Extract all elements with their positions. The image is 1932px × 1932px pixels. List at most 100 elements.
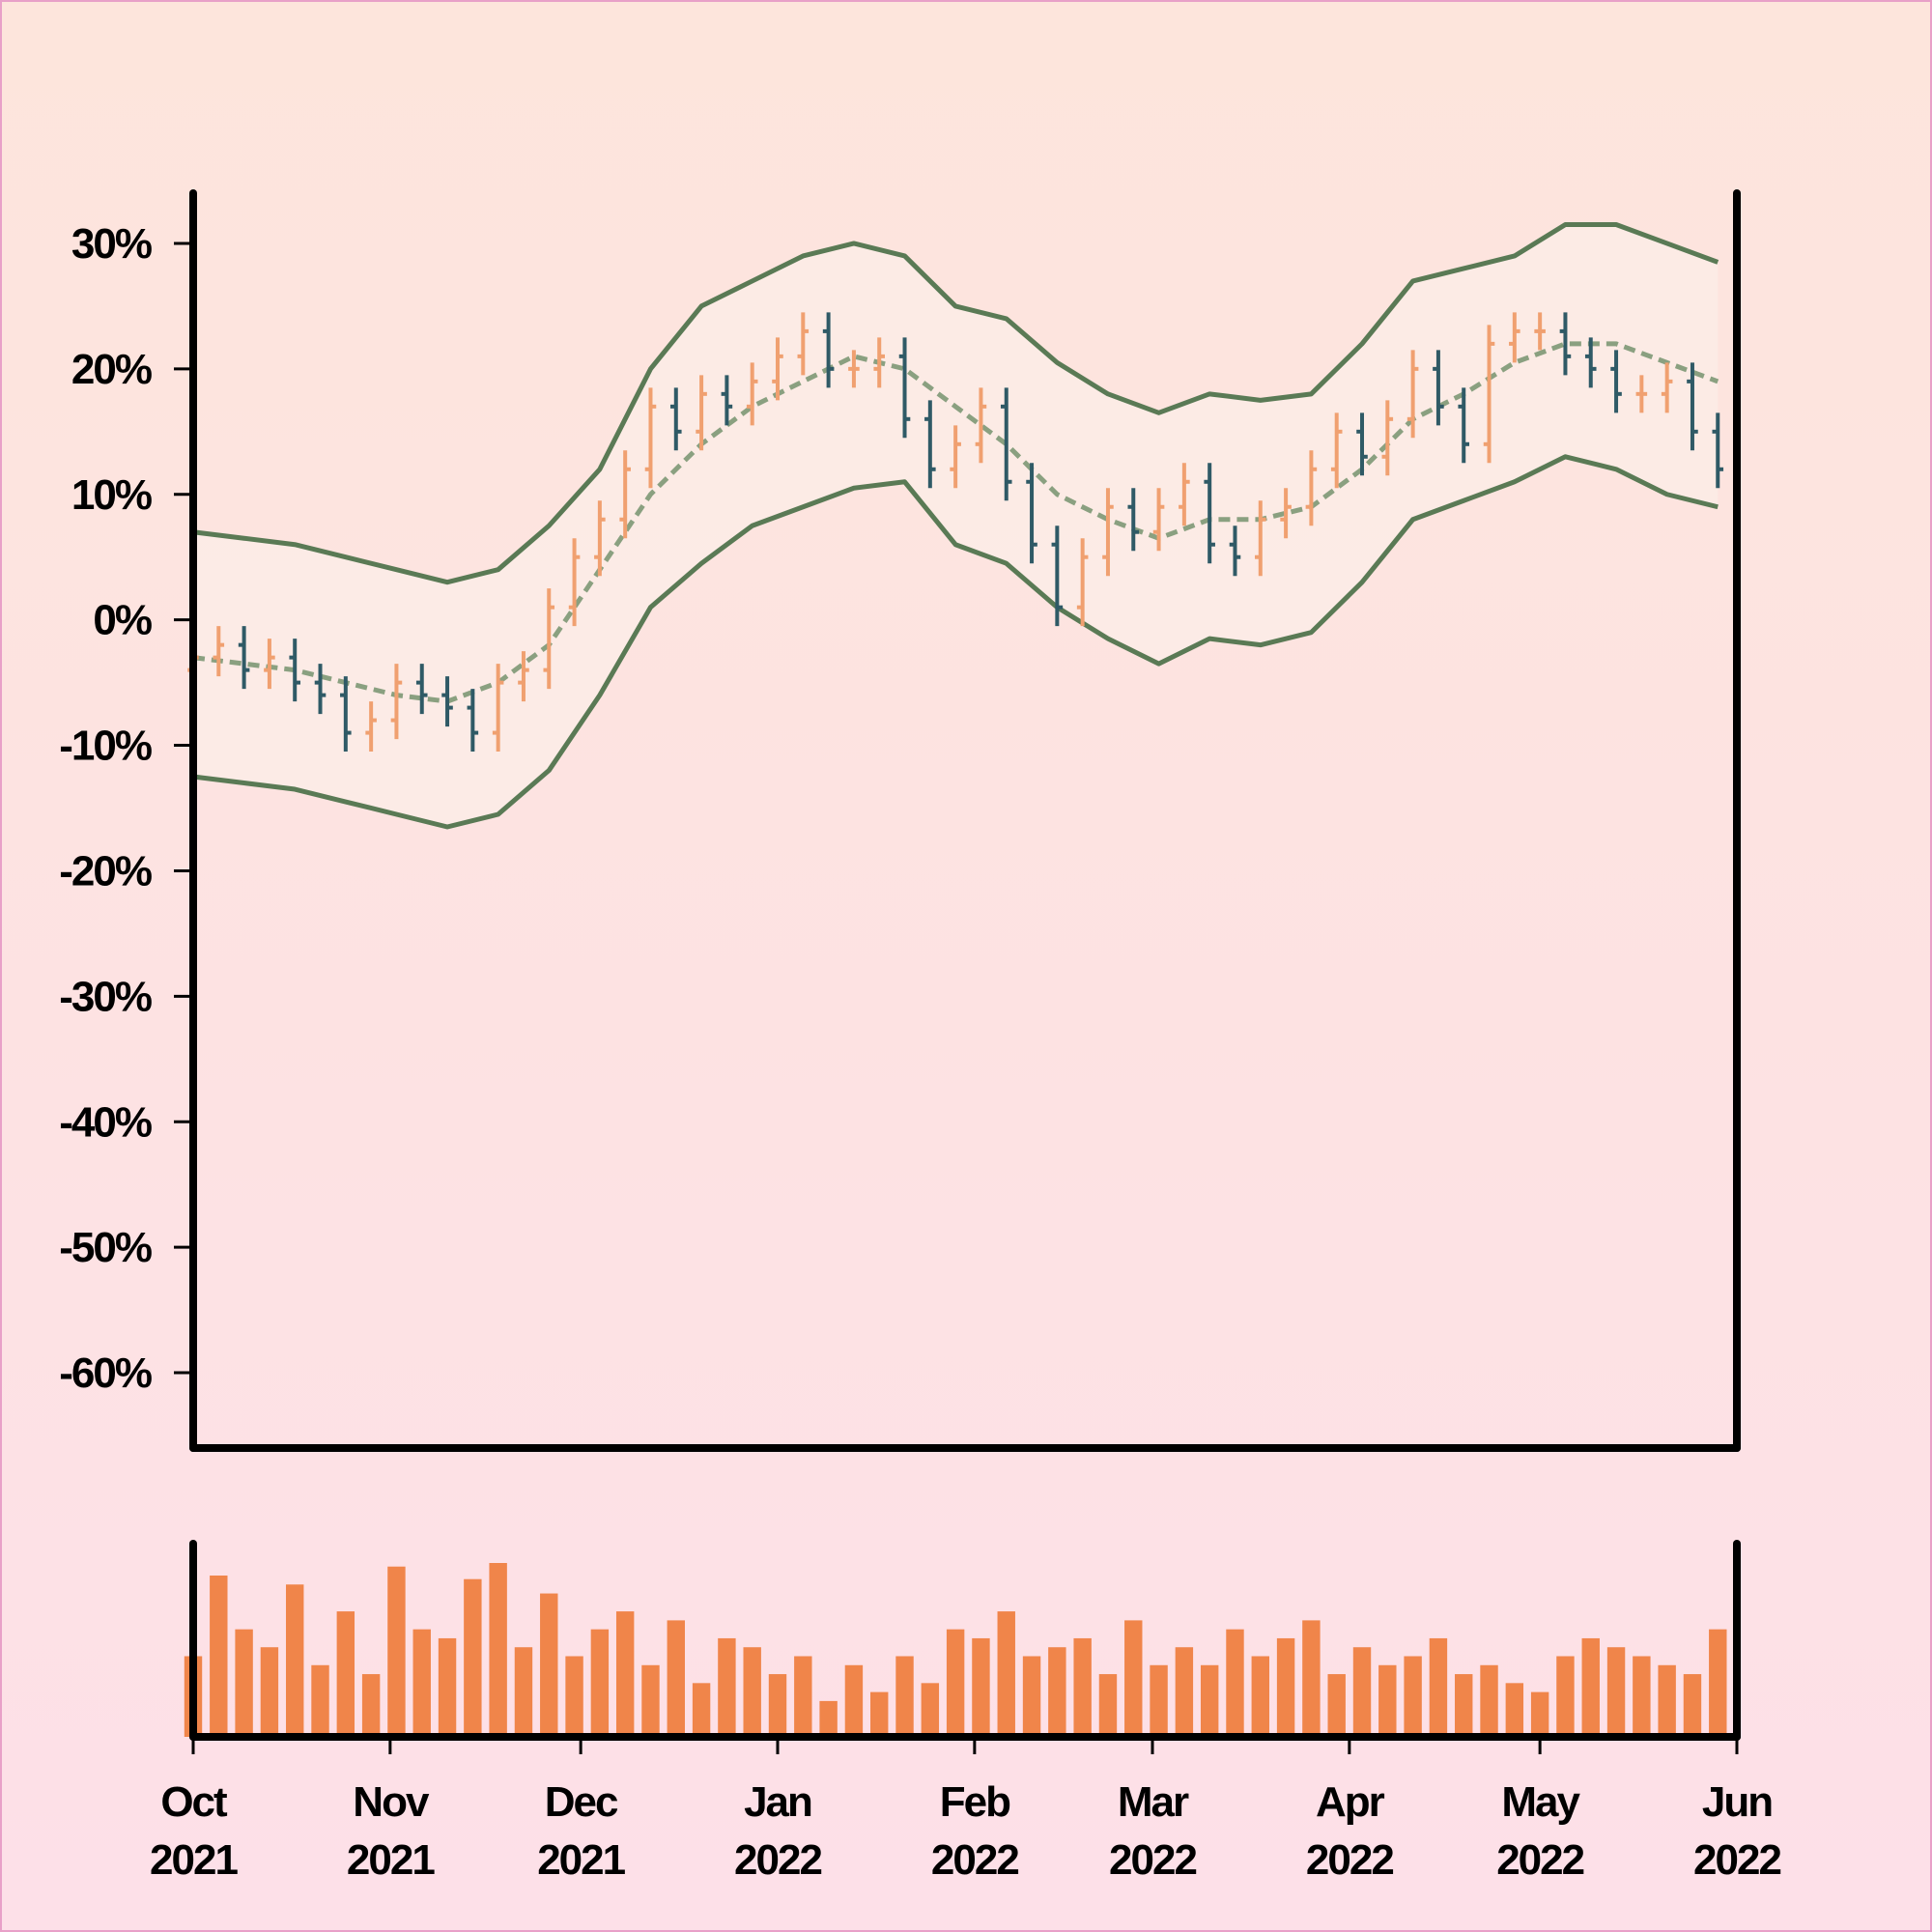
- volume-bar: [311, 1664, 329, 1737]
- volume-bar: [1352, 1647, 1372, 1737]
- x-tick-label-line: 2021: [150, 1836, 238, 1884]
- volume-bar: [667, 1620, 685, 1737]
- volume-bar: [1429, 1637, 1448, 1737]
- x-tick-label: Oct 2021: [150, 1778, 238, 1884]
- volume-bar: [1098, 1674, 1118, 1737]
- volume-bar: [210, 1575, 228, 1737]
- x-tick-label: Jun 2022: [1693, 1778, 1780, 1884]
- volume-bar: [692, 1683, 711, 1737]
- volume-bar: [1709, 1629, 1727, 1737]
- volume-bar: [895, 1656, 914, 1737]
- x-tick-label: Mar 2022: [1109, 1778, 1196, 1884]
- x-tick-label-line: 2022: [734, 1836, 821, 1884]
- volume-bar: [260, 1647, 279, 1737]
- volume-bar: [743, 1647, 761, 1737]
- volume-bar: [641, 1664, 660, 1737]
- volume-bar: [997, 1611, 1015, 1737]
- x-tick-label: Apr 2022: [1306, 1778, 1393, 1884]
- volume-bar: [870, 1691, 889, 1737]
- x-tick-label-line: 2022: [1109, 1836, 1196, 1884]
- y-tick-label: 20%: [71, 346, 152, 393]
- volume-bar: [1251, 1656, 1269, 1737]
- y-tick-label: 30%: [71, 220, 152, 268]
- x-tick-label-line: Nov: [353, 1778, 430, 1826]
- x-tick-label-line: Oct: [160, 1778, 228, 1826]
- x-tick-label-line: 2022: [1693, 1836, 1780, 1884]
- volume-bar: [514, 1647, 533, 1737]
- band-lower: [192, 454, 1719, 830]
- y-tick-label: -20%: [59, 847, 152, 895]
- volume-bar: [844, 1664, 864, 1737]
- volume-bar: [1404, 1656, 1422, 1737]
- y-tick-label: -40%: [59, 1098, 152, 1146]
- volume-bar: [1556, 1656, 1575, 1737]
- volume-bar: [1073, 1637, 1092, 1737]
- price-panel: [187, 221, 1724, 830]
- x-tick-label-line: 2022: [1496, 1836, 1583, 1884]
- volume-bar: [1302, 1620, 1321, 1737]
- volume-bar: [1175, 1647, 1194, 1737]
- axes: 30% 20% 10% 0% -10% -20% -30% -40% -50% -60% Oct 20…: [59, 189, 1782, 1884]
- volume-bar: [464, 1578, 482, 1737]
- y-tick-label: 10%: [71, 471, 152, 519]
- volume-bar: [1530, 1691, 1549, 1737]
- volume-bar: [489, 1563, 507, 1737]
- volume-bar: [1276, 1637, 1295, 1737]
- x-tick-label: Dec 2021: [537, 1778, 625, 1884]
- volume-bar: [336, 1611, 355, 1737]
- volume-bar: [1480, 1664, 1498, 1737]
- volume-bar: [768, 1674, 787, 1737]
- volume-bar: [972, 1637, 990, 1737]
- volume-bar: [590, 1629, 610, 1737]
- volume-bar: [1226, 1629, 1244, 1737]
- volume-bar: [1327, 1674, 1346, 1737]
- volume-panel: [184, 1563, 1727, 1737]
- volume-bar: [921, 1683, 940, 1737]
- volume-bar: [286, 1584, 304, 1737]
- volume-bar: [1606, 1647, 1626, 1737]
- volume-bar: [1022, 1656, 1041, 1737]
- band-fill: [193, 224, 1719, 827]
- volume-bar: [1200, 1664, 1219, 1737]
- y-tick-label: 0%: [93, 597, 151, 644]
- volume-bar: [565, 1656, 583, 1737]
- x-tick-label-line: 2021: [347, 1836, 435, 1884]
- volume-bar: [1150, 1664, 1168, 1737]
- x-tick-label-line: Dec: [545, 1778, 618, 1826]
- x-tick-label-line: Apr: [1316, 1778, 1385, 1826]
- volume-bar: [1378, 1664, 1397, 1737]
- y-tick-label: -60%: [59, 1350, 152, 1397]
- volume-bar: [540, 1593, 558, 1737]
- y-tick-label: -10%: [59, 723, 152, 770]
- volume-bar: [1455, 1674, 1473, 1737]
- volume-bar: [1124, 1620, 1143, 1737]
- volume-bar: [718, 1637, 736, 1737]
- volume-bar: [438, 1637, 457, 1737]
- volume-bar: [615, 1611, 635, 1737]
- y-tick-label: -30%: [59, 973, 152, 1020]
- x-tick-label-line: Mar: [1118, 1778, 1189, 1826]
- y-tick-label: -50%: [59, 1224, 152, 1271]
- volume-bar: [1683, 1674, 1702, 1737]
- volume-bar: [794, 1656, 812, 1737]
- volume-bar: [1581, 1637, 1600, 1737]
- volume-bar: [1505, 1683, 1524, 1737]
- volume-bar: [1633, 1656, 1651, 1737]
- x-tick-label-line: Jan: [744, 1778, 811, 1826]
- x-tick-label: Feb 2022: [931, 1778, 1018, 1884]
- volume-bar: [1658, 1664, 1676, 1737]
- volume-bar: [387, 1566, 406, 1737]
- volume-bar: [819, 1700, 838, 1737]
- volume-bar: [946, 1629, 965, 1737]
- x-tick-label: Nov 2021: [347, 1778, 435, 1884]
- x-tick-label-line: 2021: [537, 1836, 625, 1884]
- x-tick-label: May 2022: [1496, 1778, 1583, 1884]
- volume-bar: [1048, 1647, 1066, 1737]
- x-tick-label-line: May: [1501, 1778, 1580, 1826]
- volume-bar: [361, 1674, 381, 1737]
- x-tick-label-line: Jun: [1702, 1778, 1772, 1826]
- x-tick-label-line: Feb: [940, 1778, 1010, 1826]
- x-tick-label: Jan 2022: [734, 1778, 821, 1884]
- band-upper: [192, 221, 1719, 585]
